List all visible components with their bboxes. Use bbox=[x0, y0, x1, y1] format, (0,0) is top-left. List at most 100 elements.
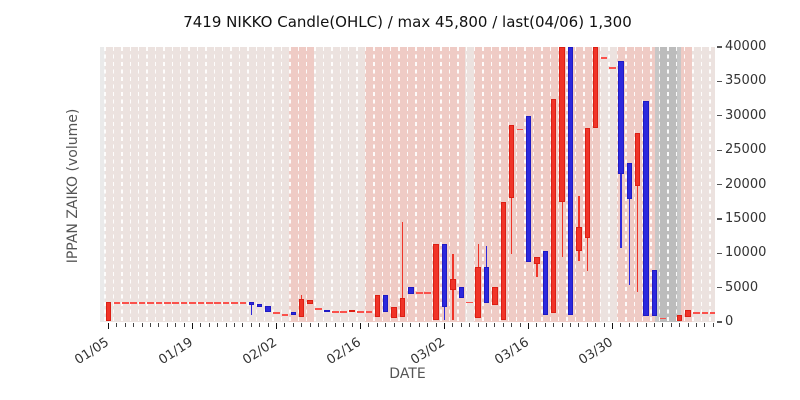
candle-down bbox=[248, 302, 255, 306]
grid-line bbox=[709, 47, 711, 322]
candle-wick bbox=[637, 132, 639, 293]
x-tick-mark bbox=[502, 323, 504, 327]
x-tick-mark bbox=[696, 323, 697, 327]
grid-line bbox=[650, 47, 652, 322]
candle-up bbox=[500, 201, 507, 320]
x-tick-mark bbox=[645, 323, 647, 327]
x-tick-mark bbox=[687, 323, 689, 327]
x-tick-mark bbox=[326, 323, 328, 327]
flat-dash bbox=[138, 301, 146, 304]
flat-dash bbox=[340, 311, 348, 314]
y-tick-label: 20000 bbox=[725, 176, 767, 192]
grid-line bbox=[507, 47, 510, 322]
y-axis-label: IPPAN ZAIKO (volume) bbox=[65, 108, 81, 264]
candle-down bbox=[458, 286, 465, 298]
x-tick-mark bbox=[486, 323, 487, 327]
x-tick-mark bbox=[704, 323, 706, 327]
grid-line bbox=[448, 47, 451, 322]
grid-line bbox=[532, 47, 535, 322]
grid-line bbox=[524, 47, 526, 322]
grid-line bbox=[238, 47, 241, 322]
x-tick-mark bbox=[511, 323, 513, 327]
flat-dash bbox=[365, 310, 373, 313]
x-tick-mark bbox=[452, 323, 454, 327]
candle-up bbox=[685, 310, 691, 317]
candle-up bbox=[559, 47, 565, 202]
grid-line bbox=[415, 47, 417, 322]
candle-wick bbox=[250, 302, 252, 316]
grid-line bbox=[574, 47, 577, 322]
flat-dash bbox=[331, 311, 339, 314]
candle-up bbox=[550, 99, 557, 313]
grid-line bbox=[137, 47, 140, 322]
flat-dash bbox=[231, 301, 238, 304]
x-tick-mark bbox=[234, 323, 235, 327]
y-tick-label: 10000 bbox=[725, 245, 767, 261]
x-tick-mark bbox=[477, 323, 479, 327]
candle-down bbox=[651, 269, 658, 316]
flat-dash bbox=[516, 128, 524, 131]
x-tick-mark bbox=[284, 323, 286, 327]
x-tick-mark bbox=[242, 323, 244, 327]
x-tick-mark bbox=[393, 323, 395, 327]
x-tick-mark bbox=[208, 323, 210, 327]
y-tick-label: 30000 bbox=[725, 107, 767, 123]
flat-dash bbox=[130, 301, 138, 304]
flat-dash bbox=[273, 312, 280, 314]
grid-line bbox=[196, 47, 199, 322]
x-tick-mark bbox=[301, 323, 303, 327]
grid-line bbox=[616, 47, 619, 322]
candle-down bbox=[265, 305, 271, 312]
candle-down bbox=[382, 294, 389, 312]
candle-up bbox=[592, 47, 599, 129]
x-tick-mark bbox=[183, 323, 185, 327]
x-tick-mark bbox=[309, 323, 311, 327]
x-tick-mark bbox=[116, 323, 118, 327]
x-tick-mark bbox=[553, 323, 555, 327]
flat-dash bbox=[609, 66, 616, 69]
x-tick-mark bbox=[586, 323, 588, 327]
x-tick-mark bbox=[360, 323, 362, 329]
y-tick-label: 35000 bbox=[725, 73, 767, 89]
x-tick-mark bbox=[200, 323, 202, 327]
grid-line bbox=[221, 47, 224, 322]
grid-line bbox=[381, 47, 384, 322]
flat-dash bbox=[600, 57, 608, 59]
candle-up bbox=[433, 244, 439, 320]
y-tick-label: 15000 bbox=[725, 211, 767, 227]
x-tick-mark bbox=[519, 323, 521, 327]
flat-dash bbox=[239, 301, 247, 304]
grid-line bbox=[179, 47, 182, 322]
grid-line bbox=[465, 47, 468, 322]
flat-dash bbox=[197, 301, 205, 304]
x-tick-mark bbox=[469, 323, 471, 327]
x-tick-mark bbox=[334, 323, 336, 327]
grid-line bbox=[541, 47, 543, 322]
grid-line bbox=[322, 47, 325, 322]
y-tick-mark bbox=[717, 321, 722, 323]
x-tick-mark bbox=[620, 323, 622, 327]
x-tick-mark bbox=[460, 323, 462, 327]
grid-line bbox=[675, 47, 678, 322]
x-tick-mark bbox=[217, 323, 219, 327]
tint-column bbox=[289, 47, 315, 322]
x-tick-mark bbox=[670, 323, 672, 327]
grid-line bbox=[314, 47, 316, 322]
x-tick-mark bbox=[402, 323, 403, 327]
x-tick-mark bbox=[561, 323, 563, 327]
grid-line bbox=[188, 47, 190, 322]
x-tick-mark bbox=[175, 323, 177, 327]
grid-line bbox=[608, 47, 610, 322]
flat-dash bbox=[163, 301, 171, 304]
candle-down bbox=[525, 115, 532, 263]
x-tick-mark bbox=[318, 323, 319, 327]
y-tick-mark bbox=[717, 252, 722, 254]
x-tick-mark bbox=[376, 323, 378, 327]
flat-dash bbox=[424, 291, 432, 294]
x-tick-mark bbox=[612, 323, 614, 329]
candle-wick bbox=[628, 163, 630, 285]
x-tick-mark bbox=[712, 323, 714, 327]
grid-line bbox=[146, 47, 148, 322]
grid-line bbox=[347, 47, 350, 322]
